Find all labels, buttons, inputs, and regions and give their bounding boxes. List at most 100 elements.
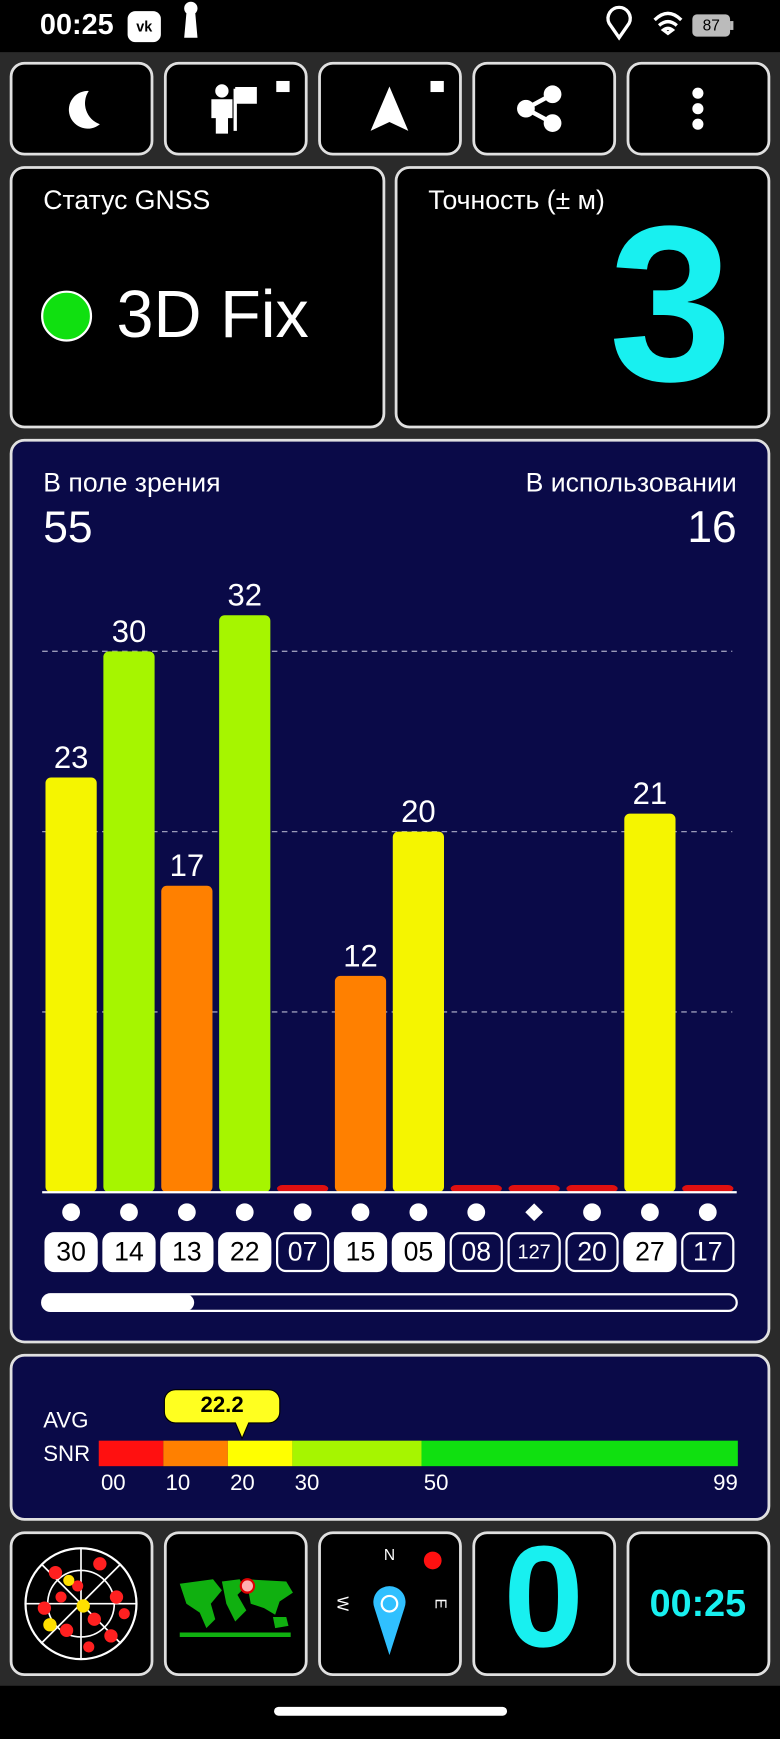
menu-button[interactable] (626, 61, 771, 156)
prn-label: 22 (230, 1236, 260, 1266)
button-frame (472, 61, 617, 156)
snr-tick-label: 10 (166, 1470, 191, 1495)
bar (566, 1185, 618, 1193)
bar-label: 17 (170, 848, 205, 883)
tile-frame (626, 1531, 771, 1677)
speed-tile[interactable]: 0 (472, 1515, 617, 1677)
bar (219, 615, 271, 1193)
prn-box (565, 1232, 619, 1273)
clock-tile[interactable]: 00:25 (626, 1531, 771, 1677)
gnss-status-value: 3D Fix (117, 278, 309, 352)
bar (624, 813, 676, 1193)
scrollbar[interactable] (41, 1293, 738, 1313)
prn-box (623, 1232, 677, 1273)
sun-marker (423, 1551, 442, 1570)
prn-label: 27 (635, 1236, 665, 1266)
navigation-button[interactable] (318, 61, 462, 156)
accuracy-label: Точность (± м) (428, 185, 605, 215)
clock-value: 00:25 (650, 1582, 746, 1624)
home-indicator[interactable] (274, 1706, 508, 1716)
constellation-marker (177, 1203, 196, 1222)
vk-icon-text: vk (136, 20, 153, 36)
constellation-marker (62, 1203, 80, 1222)
prn-box (44, 1232, 98, 1273)
prn-label: 14 (114, 1236, 144, 1266)
fix-indicator (41, 290, 93, 342)
in-view-count: 55 (43, 503, 92, 552)
constellation-marker (235, 1203, 254, 1222)
in-view-label: В поле зрения (43, 468, 220, 498)
scroll-thumb (42, 1294, 195, 1311)
tile-frame (472, 1531, 617, 1677)
constellation-marker (641, 1203, 659, 1222)
vk-icon (127, 11, 161, 43)
position-marker (239, 1578, 256, 1594)
bar (277, 1185, 329, 1193)
avg-value: 22.2 (201, 1392, 244, 1417)
lock-badge (276, 80, 290, 93)
accuracy-panel (394, 166, 771, 429)
flag-icon (211, 87, 257, 134)
snr-tick-label: 99 (713, 1470, 738, 1495)
battery-level: 87 (703, 18, 720, 35)
prn-box (449, 1232, 503, 1273)
in-use-label: В использовании (526, 468, 737, 498)
bar (508, 1185, 560, 1193)
sky-used (43, 1574, 90, 1632)
speed-value: 0 (504, 1515, 584, 1677)
continents (179, 1579, 293, 1637)
share-button[interactable] (472, 61, 617, 156)
bar (45, 777, 97, 1193)
snr-chart: 23 30 30 14 17 13 32 22 07 12 15 20 05 08 127 20 21 27 17 (42, 578, 735, 1273)
prn-box (218, 1232, 272, 1273)
prn-label: 07 (288, 1236, 318, 1266)
menu-dot (692, 87, 704, 99)
bar (334, 975, 387, 1193)
snr-tick-label: 50 (424, 1470, 449, 1495)
wifi-icon (653, 11, 683, 36)
needle-pivot (380, 1594, 399, 1613)
compass-west: W (334, 1596, 351, 1611)
bar (392, 831, 444, 1193)
arrow-icon (370, 86, 409, 131)
compass-north: N (384, 1547, 395, 1564)
constellation-marker (120, 1203, 138, 1222)
bar (450, 1185, 502, 1193)
snr-tick-label: 30 (295, 1470, 320, 1495)
night-mode-button[interactable] (9, 61, 154, 156)
world-map-tile[interactable] (163, 1531, 308, 1677)
compass-tile[interactable]: N W E (318, 1531, 462, 1677)
snr-label: SNR (43, 1441, 90, 1466)
battery-icon (692, 14, 731, 37)
person-icon (215, 84, 229, 98)
prn-label: 127 (517, 1242, 550, 1264)
in-use-count: 16 (687, 503, 736, 552)
avg-marker (163, 1389, 281, 1440)
bar-label: 23 (54, 740, 89, 775)
snr-tick-label: 20 (230, 1470, 255, 1495)
bar-label: 20 (401, 794, 436, 829)
moon-icon (68, 90, 100, 129)
constellation-marker (467, 1203, 486, 1222)
prn-box (333, 1232, 388, 1273)
guide-button[interactable] (163, 61, 308, 156)
share-dot (543, 85, 562, 104)
snr-segment (98, 1440, 164, 1467)
accuracy-value: 3 (609, 180, 732, 428)
constellation-marker (409, 1203, 428, 1222)
prn-box (275, 1232, 330, 1273)
share-dot (543, 114, 562, 132)
prn-box (391, 1232, 446, 1273)
lock-icon (184, 1, 198, 38)
snr-scale: 00 10 20 30 50 99 22.2 (98, 1389, 738, 1495)
constellation-marker (351, 1203, 370, 1222)
menu-dot (692, 118, 704, 130)
prn-label: 17 (693, 1236, 723, 1266)
sky-plot-tile[interactable] (9, 1531, 154, 1677)
prn-label: 05 (404, 1236, 434, 1266)
prn-box (160, 1232, 214, 1273)
bar-label: 32 (227, 578, 262, 613)
snr-segment (292, 1440, 422, 1467)
